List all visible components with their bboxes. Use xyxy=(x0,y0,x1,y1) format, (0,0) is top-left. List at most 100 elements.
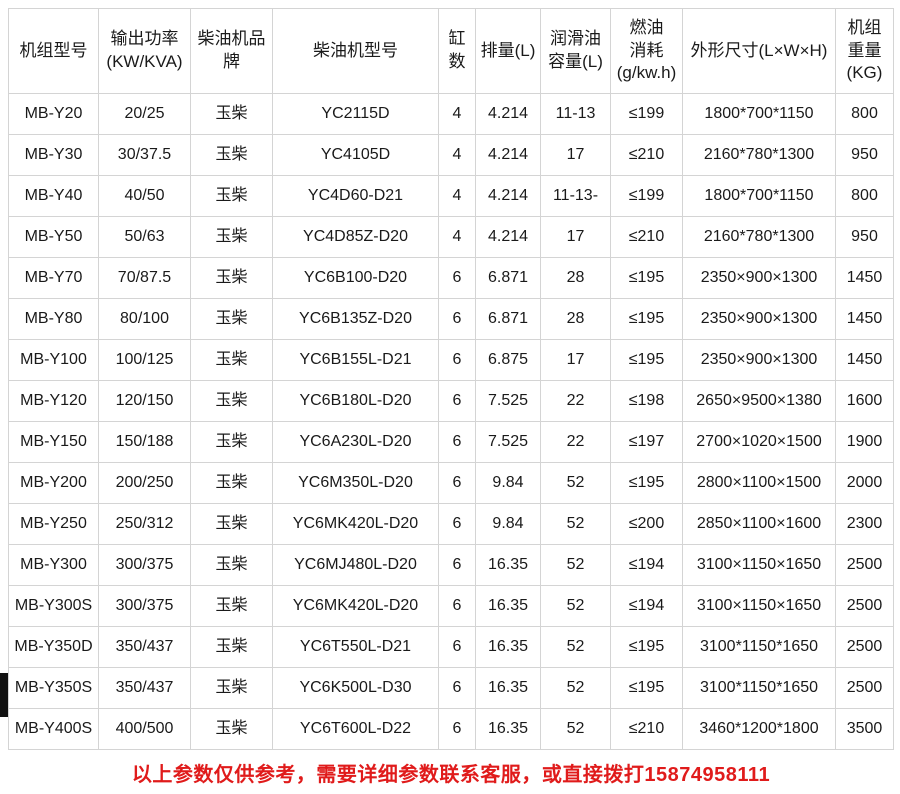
table-cell: YC6MK420L-D20 xyxy=(273,504,439,545)
column-header-7: 燃油消耗(g/kw.h) xyxy=(611,9,683,94)
table-cell: 玉柴 xyxy=(191,627,273,668)
table-cell: 4 xyxy=(439,217,476,258)
table-cell: 28 xyxy=(541,299,611,340)
table-cell: 3100*1150*1650 xyxy=(683,668,836,709)
table-cell: 玉柴 xyxy=(191,135,273,176)
table-cell: 2000 xyxy=(836,463,894,504)
table-cell: ≤210 xyxy=(611,217,683,258)
table-cell: 50/63 xyxy=(99,217,191,258)
table-cell: 4 xyxy=(439,135,476,176)
table-cell: 玉柴 xyxy=(191,217,273,258)
table-cell: 玉柴 xyxy=(191,463,273,504)
table-cell: MB-Y50 xyxy=(9,217,99,258)
table-cell: 3100*1150*1650 xyxy=(683,627,836,668)
table-cell: MB-Y20 xyxy=(9,94,99,135)
table-cell: 3460*1200*1800 xyxy=(683,709,836,750)
table-cell: YC6T550L-D21 xyxy=(273,627,439,668)
table-cell: YC6B155L-D21 xyxy=(273,340,439,381)
table-cell: 6 xyxy=(439,709,476,750)
table-cell: ≤195 xyxy=(611,258,683,299)
table-cell: 2350×900×1300 xyxy=(683,340,836,381)
table-cell: 350/437 xyxy=(99,668,191,709)
table-cell: 2500 xyxy=(836,627,894,668)
table-cell: 52 xyxy=(541,627,611,668)
column-header-2: 柴油机品牌 xyxy=(191,9,273,94)
spec-sheet-page: 机组型号输出功率(KW/KVA)柴油机品牌柴油机型号缸数排量(L)润滑油容量(L… xyxy=(0,0,900,722)
table-cell: ≤199 xyxy=(611,94,683,135)
column-header-line: 机组型号 xyxy=(11,40,96,63)
table-cell: 950 xyxy=(836,135,894,176)
column-header-line: 机组 xyxy=(838,17,891,40)
table-cell: 200/250 xyxy=(99,463,191,504)
table-cell: 2500 xyxy=(836,545,894,586)
table-cell: 2700×1020×1500 xyxy=(683,422,836,463)
table-cell: YC6B135Z-D20 xyxy=(273,299,439,340)
table-cell: ≤199 xyxy=(611,176,683,217)
table-cell: ≤194 xyxy=(611,586,683,627)
column-header-line: 缸数 xyxy=(441,28,473,74)
table-cell: 2160*780*1300 xyxy=(683,217,836,258)
table-cell: 6 xyxy=(439,586,476,627)
table-cell: 2650×9500×1380 xyxy=(683,381,836,422)
table-cell: MB-Y100 xyxy=(9,340,99,381)
table-cell: 52 xyxy=(541,504,611,545)
table-cell: 玉柴 xyxy=(191,709,273,750)
table-cell: 16.35 xyxy=(476,668,541,709)
column-header-6: 润滑油容量(L) xyxy=(541,9,611,94)
table-cell: 300/375 xyxy=(99,586,191,627)
table-cell: 2160*780*1300 xyxy=(683,135,836,176)
table-cell: ≤197 xyxy=(611,422,683,463)
column-header-line: 消耗 xyxy=(613,40,680,63)
table-cell: 16.35 xyxy=(476,709,541,750)
footer-note-cell: 以上参数仅供参考，需要详细参数联系客服，或直接拨打15874958111 xyxy=(9,750,894,794)
table-cell: MB-Y70 xyxy=(9,258,99,299)
table-cell: MB-Y120 xyxy=(9,381,99,422)
table-cell: 6 xyxy=(439,668,476,709)
column-header-9: 机组重量(KG) xyxy=(836,9,894,94)
generator-spec-table: 机组型号输出功率(KW/KVA)柴油机品牌柴油机型号缸数排量(L)润滑油容量(L… xyxy=(8,8,894,794)
table-cell: YC4D85Z-D20 xyxy=(273,217,439,258)
table-cell: 4 xyxy=(439,176,476,217)
column-header-line: 容量(L) xyxy=(543,51,608,74)
table-cell: 2850×1100×1600 xyxy=(683,504,836,545)
table-cell: 1800*700*1150 xyxy=(683,94,836,135)
table-cell: 1800*700*1150 xyxy=(683,176,836,217)
table-cell: 玉柴 xyxy=(191,586,273,627)
column-header-8: 外形尺寸(L×W×H) xyxy=(683,9,836,94)
table-cell: 52 xyxy=(541,545,611,586)
table-cell: 6 xyxy=(439,545,476,586)
column-header-line: 柴油机型号 xyxy=(275,40,436,63)
table-cell: 2800×1100×1500 xyxy=(683,463,836,504)
table-cell: MB-Y300S xyxy=(9,586,99,627)
table-cell: 玉柴 xyxy=(191,545,273,586)
table-cell: ≤198 xyxy=(611,381,683,422)
table-cell: 4.214 xyxy=(476,217,541,258)
table-cell: 11-13- xyxy=(541,176,611,217)
table-cell: ≤194 xyxy=(611,545,683,586)
table-cell: YC6MK420L-D20 xyxy=(273,586,439,627)
table-cell: 4.214 xyxy=(476,135,541,176)
table-cell: 4.214 xyxy=(476,176,541,217)
table-cell: 80/100 xyxy=(99,299,191,340)
table-cell: MB-Y300 xyxy=(9,545,99,586)
table-cell: 3100×1150×1650 xyxy=(683,586,836,627)
table-cell: 9.84 xyxy=(476,463,541,504)
table-cell: 16.35 xyxy=(476,545,541,586)
table-cell: ≤195 xyxy=(611,340,683,381)
column-header-line: (KG) xyxy=(838,62,891,85)
table-cell: MB-Y40 xyxy=(9,176,99,217)
column-header-3: 柴油机型号 xyxy=(273,9,439,94)
table-cell: 70/87.5 xyxy=(99,258,191,299)
column-header-line: 柴油机品牌 xyxy=(193,28,270,74)
table-cell: MB-Y200 xyxy=(9,463,99,504)
table-cell: 52 xyxy=(541,586,611,627)
